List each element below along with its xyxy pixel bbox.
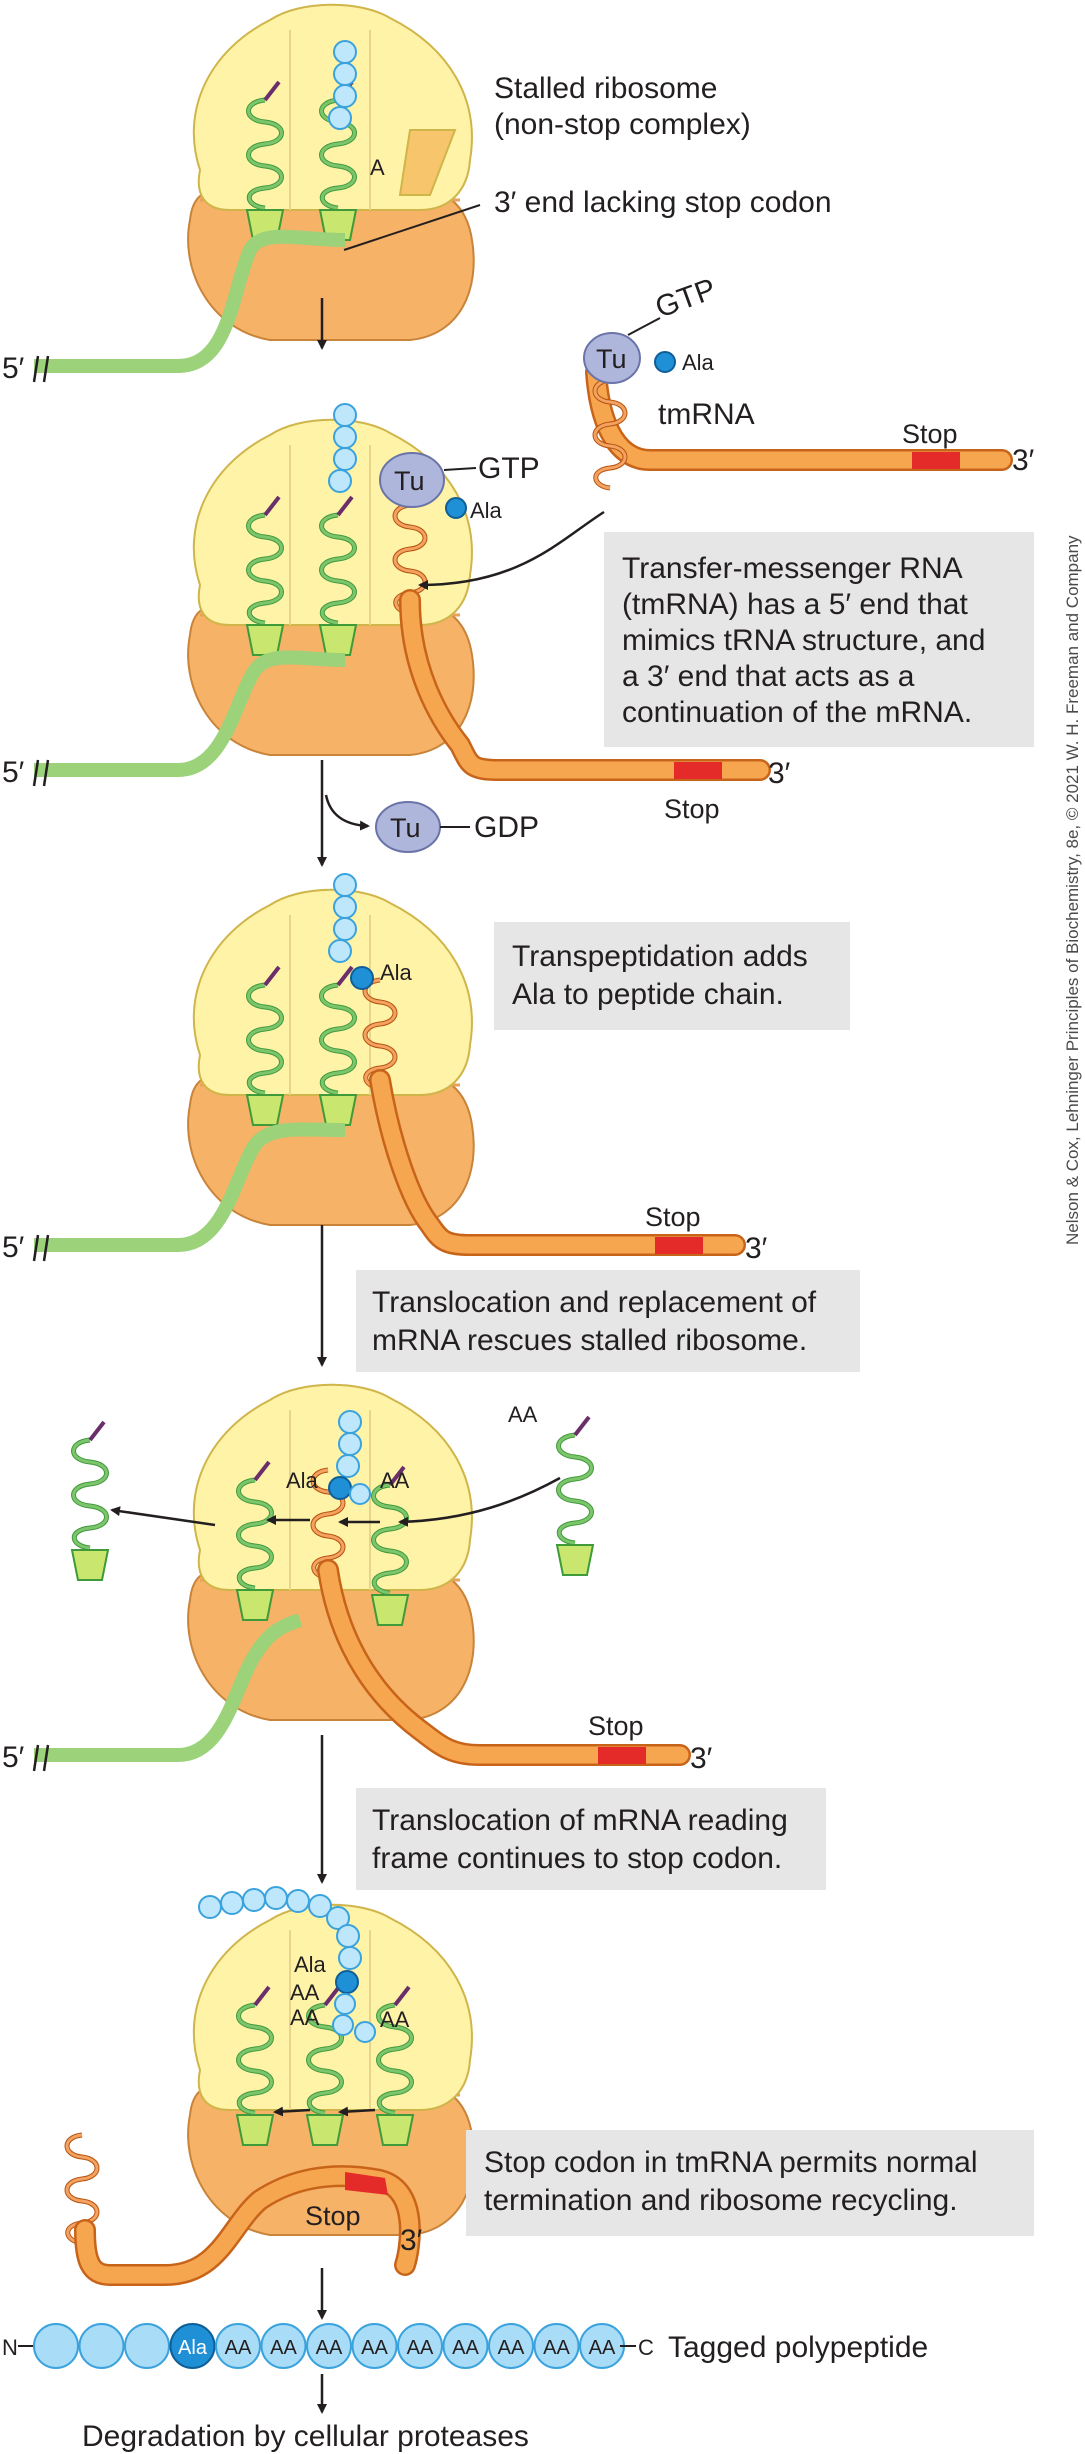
stop-label-step3: Stop [645,1202,701,1232]
stop-label-free: Stop [902,419,958,449]
aa-label-step5b: AA [290,2005,320,2030]
peptide-residue [442,2323,489,2369]
step5-box-line1: Translocation of mRNA reading [372,1804,788,1837]
ala-label-step2: Ala [470,498,503,523]
peptide-residue-label: AA [270,2337,297,2359]
step1-5prime: 5′ [2,352,25,385]
step4-translocation: Ala AA AA 5′ Stop 3′ [2,1383,713,1775]
gtp-label-free: GTP [651,272,720,324]
peptide-residue-label: AA [589,2337,616,2359]
step3-box-line2: Ala to peptide chain. [512,978,784,1011]
three-prime-step2: 3′ [768,757,791,790]
ala-label-free: Ala [682,350,715,375]
free-tmrna: Tu GTP Ala tmRNA Stop 3′ [583,272,1035,488]
peptide-residue-label: AA [543,2337,570,2359]
peptide-residue-label: AA [498,2337,525,2359]
a-site-label: A [370,155,385,180]
ala-label-step4: Ala [286,1468,319,1493]
step1-title-line1: Stalled ribosome [494,72,717,105]
tu-label-step2: Tu [394,466,425,496]
peptide-residue [169,2323,216,2369]
peptide-residue-label: AA [407,2337,434,2359]
step2-box-line5: continuation of the mRNA. [622,696,972,729]
ala-label-step3: Ala [380,960,413,985]
peptide-residue [533,2323,580,2369]
tagged-polypeptide: N Ala AA AA AA AA AA AA AA AA AA C Tagged polypep… [2,2323,928,2369]
tu-label-gdp: Tu [390,813,421,843]
step2-box-line4: a 3′ end that acts as a [622,660,915,693]
tmrna-label: tmRNA [658,398,755,431]
peptide-residue [260,2323,307,2369]
degradation-label: Degradation by cellular proteases [82,2420,529,2453]
step5-termination: Ala AA AA AA Stop 3′ Stop codon in tmRNA… [67,1886,1034,2286]
tu-label-free: Tu [596,344,627,374]
step1-title-line2: (non-stop complex) [494,108,751,141]
n-term-label: N [2,2335,18,2360]
aa-label-incoming: AA [508,1402,538,1427]
three-prime-free: 3′ [1012,444,1035,477]
step2-5prime: 5′ [2,756,25,789]
step4-box-line1: Translocation and replacement of [372,1286,817,1319]
aa-label-step5a: AA [290,1980,320,2005]
stop-label-step2: Stop [664,794,720,824]
peptide-residue [397,2323,443,2369]
step1-note: 3′ end lacking stop codon [494,186,832,219]
step3-box-line1: Transpeptidation adds [512,940,808,973]
step1-stalled-ribosome: A 5′ Stalled ribosome (non-stop complex)… [2,3,832,385]
stop-label-step5: Stop [305,2201,361,2231]
three-prime-step4: 3′ [690,1742,713,1775]
stop-label-step4: Stop [588,1711,644,1741]
step6-box-line2: termination and ribosome recycling. [484,2184,958,2217]
step3-5prime: 5′ [2,1231,25,1264]
peptide-residue-label: AA [361,2337,388,2359]
peptide-residue-label: AA [225,2337,252,2359]
tu-gdp: Tu GDP [375,801,539,853]
peptide-residue [306,2323,352,2369]
gtp-label-step2: GTP [478,452,540,485]
step4-box [356,1270,860,1372]
peptide-residue [488,2323,534,2369]
aa-label-step5c: AA [380,2007,410,2032]
peptide-residue-label: AA [316,2337,343,2359]
step3-transpeptidation: Ala 5′ Stop 3′ Transpeptidation adds Ala… [2,873,850,1265]
peptide-residue [78,2323,125,2369]
step6-box-line1: Stop codon in tmRNA permits normal [484,2146,978,2179]
step4-5prime: 5′ [2,1741,25,1774]
aa-label-step4: AA [380,1468,410,1493]
peptide-residue [215,2323,261,2369]
step5-box [356,1788,826,1890]
step5-box-line2: frame continues to stop codon. [372,1842,782,1875]
polypeptide-label: Tagged polypeptide [668,2331,928,2364]
step2-tmrna-binding: Tu GTP Ala 5′ Stop 3′ Transfer-messenger… [2,403,1034,824]
peptide-residue [33,2323,79,2369]
step4-box-line2: mRNA rescues stalled ribosome. [372,1324,807,1357]
peptide-residue-label: AA [452,2337,479,2359]
three-prime-step3: 3′ [745,1232,768,1265]
three-prime-step5: 3′ [400,2224,423,2257]
step2-box-line2: (tmRNA) has a 5′ end that [622,588,968,621]
gdp-label: GDP [474,811,539,844]
ala-label-step5: Ala [294,1952,327,1977]
step2-box-line1: Transfer-messenger RNA [622,552,963,585]
peptide-residues: Ala AA AA AA AA AA AA AA AA AA [33,2323,625,2369]
step2-box-line3: mimics tRNA structure, and [622,624,985,657]
c-term-label: C [638,2335,654,2360]
peptide-residue [351,2323,398,2369]
peptide-residue [124,2323,170,2369]
copyright-text: Nelson & Cox, Lehninger Principles of Bi… [1063,535,1082,1245]
peptide-residue-label: Ala [178,2337,208,2359]
